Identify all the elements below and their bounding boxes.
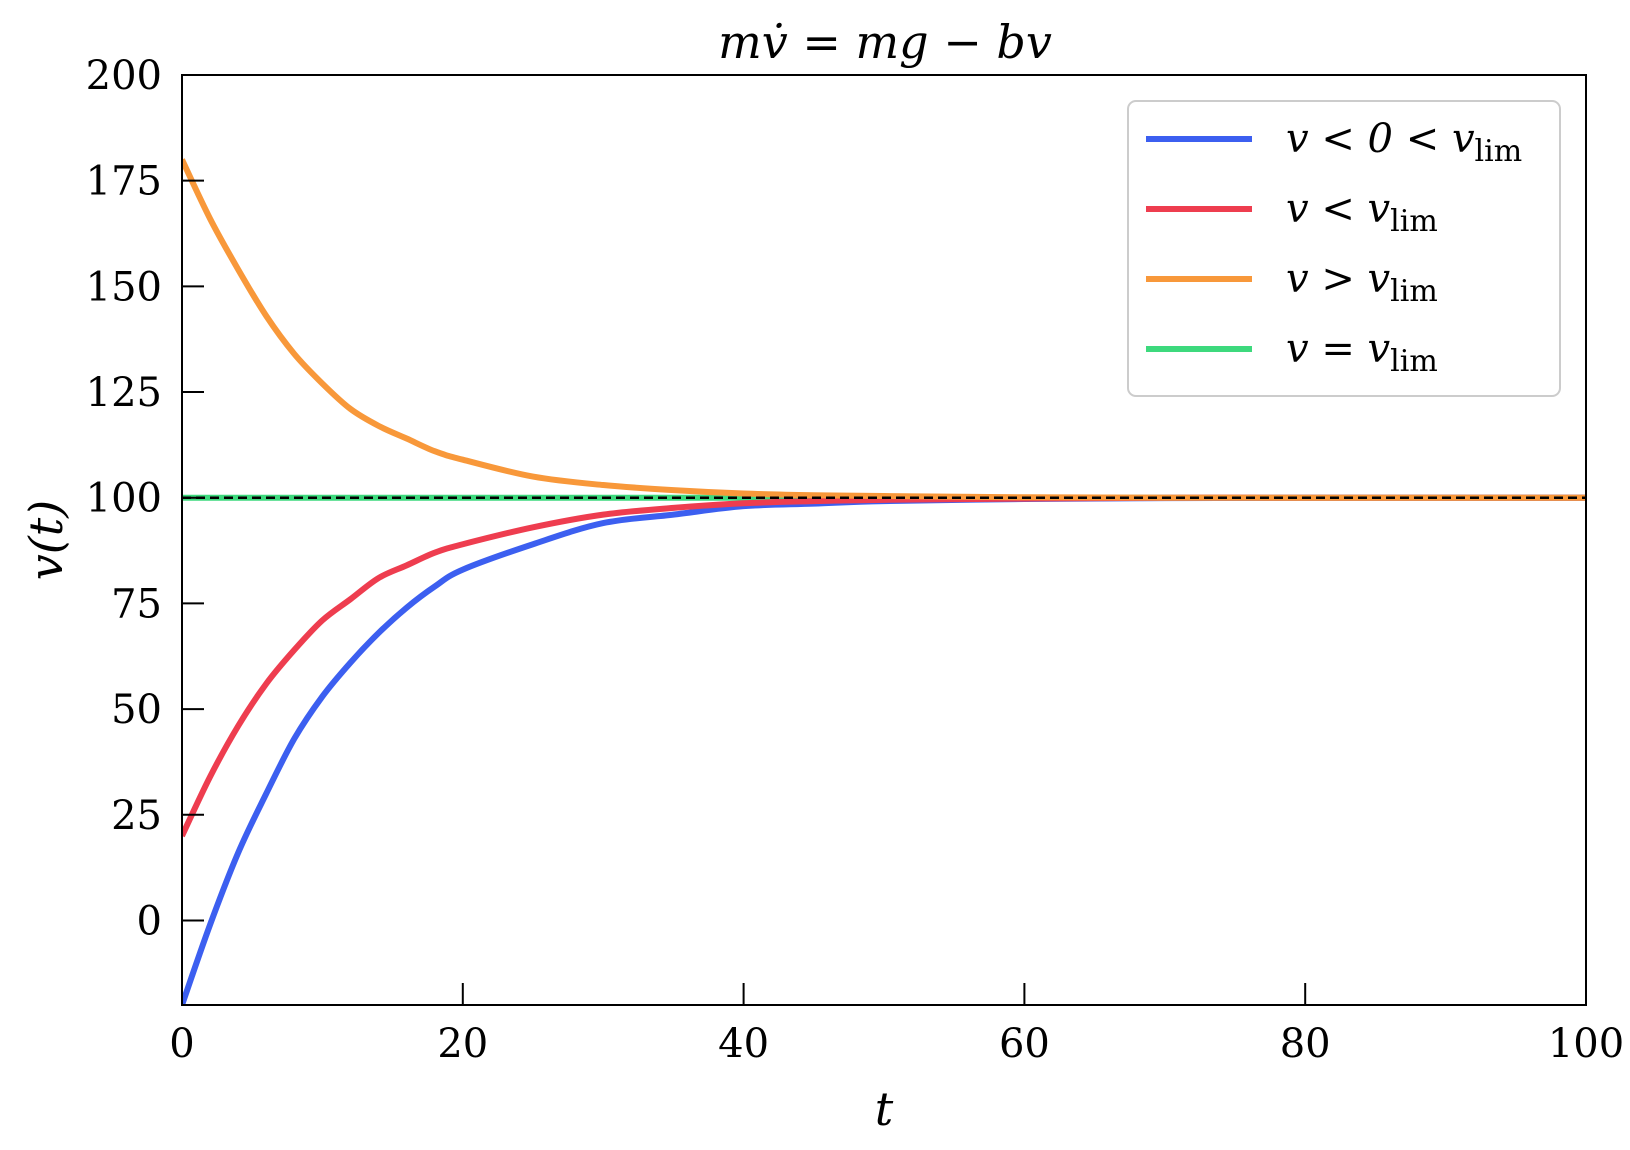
x-tick-label: 0 (169, 1021, 194, 1067)
y-tick-label: 100 (86, 476, 162, 522)
legend-box (1127, 100, 1561, 397)
legend: v < 0 < vlim v < vlim v > vlim v = vlim (1127, 100, 1561, 397)
y-tick-label: 150 (86, 264, 162, 310)
y-tick-label: 50 (111, 687, 162, 733)
legend-entry-3: v = vlim (1286, 326, 1438, 379)
chart-title: mv̇ = mg − bv (718, 15, 1052, 69)
ticks-layer: 0 20 40 60 80 100 0 25 50 75 100 125 150 175 200 (86, 53, 1625, 1067)
legend-entry-1: v < vlim (1286, 186, 1438, 239)
y-tick-label: 125 (86, 370, 162, 416)
y-tick-label: 25 (111, 793, 162, 839)
legend-entry-0: v < 0 < vlim (1286, 116, 1522, 169)
y-tick-label: 200 (86, 53, 162, 99)
x-tick-label: 80 (1280, 1021, 1331, 1067)
y-axis-title: v(t) (19, 500, 73, 580)
y-tick-label: 0 (137, 898, 162, 944)
series-line-1 (182, 494, 1586, 838)
y-tick-label: 175 (86, 159, 162, 205)
x-axis-title: t (875, 1082, 894, 1136)
x-tick-label: 60 (999, 1021, 1050, 1067)
y-tick-label: 75 (111, 581, 162, 627)
x-tick-label: 100 (1548, 1021, 1624, 1067)
x-tick-label: 20 (437, 1021, 488, 1067)
x-tick-label: 40 (718, 1021, 769, 1067)
legend-entry-2: v > vlim (1286, 256, 1438, 309)
plot-frame (181, 74, 1587, 1006)
